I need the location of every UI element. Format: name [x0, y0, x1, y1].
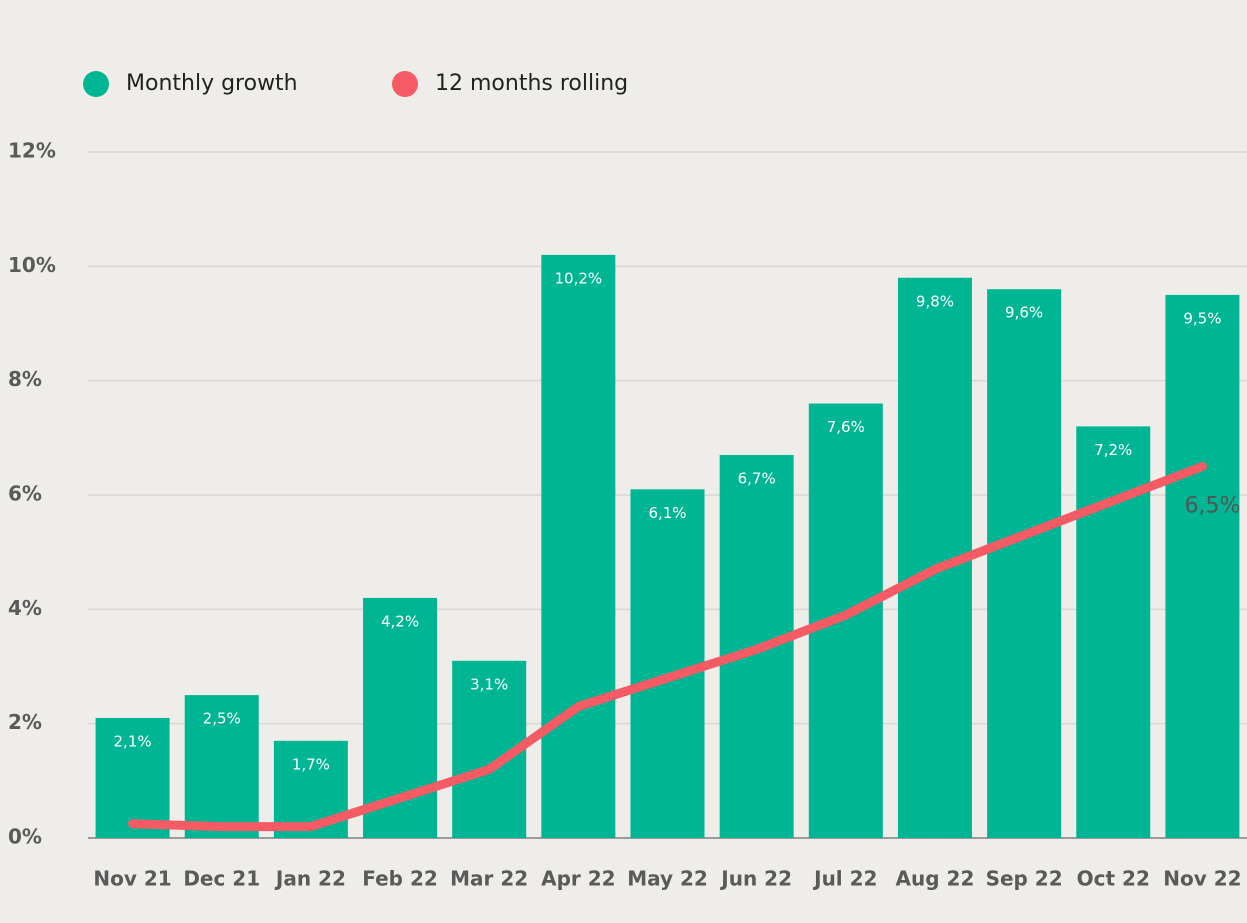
x-tick-label: Oct 22	[1077, 867, 1150, 891]
x-tick-label: Aug 22	[896, 867, 975, 891]
data-label: 4,2%	[381, 612, 419, 630]
data-label: 9,8%	[916, 292, 954, 310]
bar	[630, 489, 705, 838]
x-tick-label: Jul 22	[812, 867, 877, 891]
bar	[184, 695, 259, 838]
y-tick-label: 6%	[8, 482, 42, 506]
y-tick-label: 8%	[8, 367, 42, 391]
x-tick-label: Sep 22	[986, 867, 1063, 891]
data-label: 2,1%	[114, 732, 152, 750]
data-label: 3,1%	[470, 675, 508, 693]
data-label: 6,5%	[1184, 493, 1240, 518]
y-tick-label: 4%	[8, 596, 42, 620]
x-tick-label: Dec 21	[183, 867, 260, 891]
data-label: 7,2%	[1094, 441, 1132, 459]
data-label: 9,6%	[1005, 304, 1043, 322]
legend-label: 12 months rolling	[435, 71, 628, 96]
data-label: 7,6%	[827, 418, 865, 436]
x-tick-label: Mar 22	[450, 867, 528, 891]
x-tick-label: Nov 21	[93, 867, 171, 891]
y-tick-label: 2%	[8, 710, 42, 734]
data-label: 6,1%	[648, 504, 686, 522]
data-label: 9,5%	[1183, 309, 1221, 327]
legend-swatch	[83, 71, 109, 97]
data-label: 10,2%	[555, 269, 603, 287]
x-tick-label: Jan 22	[274, 867, 346, 891]
data-label: 1,7%	[292, 755, 330, 773]
y-tick-label: 10%	[8, 253, 56, 277]
line	[128, 461, 1207, 832]
x-tick-label: Apr 22	[541, 867, 615, 891]
x-tick-label: May 22	[627, 867, 708, 891]
legend-swatch	[392, 71, 418, 97]
bar	[1165, 294, 1240, 839]
x-tick-label: Feb 22	[362, 867, 438, 891]
bar	[95, 717, 170, 838]
y-tick-label: 12%	[8, 139, 56, 163]
legend-label: Monthly growth	[126, 71, 298, 96]
bar	[541, 254, 616, 838]
data-label: 6,7%	[738, 469, 776, 487]
x-tick-label: Jun 22	[719, 867, 792, 891]
bar	[987, 289, 1062, 838]
data-label: 2,5%	[203, 710, 241, 728]
y-tick-label: 0%	[8, 825, 42, 849]
x-tick-label: Nov 22	[1163, 867, 1241, 891]
